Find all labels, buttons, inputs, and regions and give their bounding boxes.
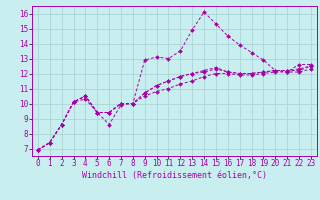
X-axis label: Windchill (Refroidissement éolien,°C): Windchill (Refroidissement éolien,°C) bbox=[82, 171, 267, 180]
